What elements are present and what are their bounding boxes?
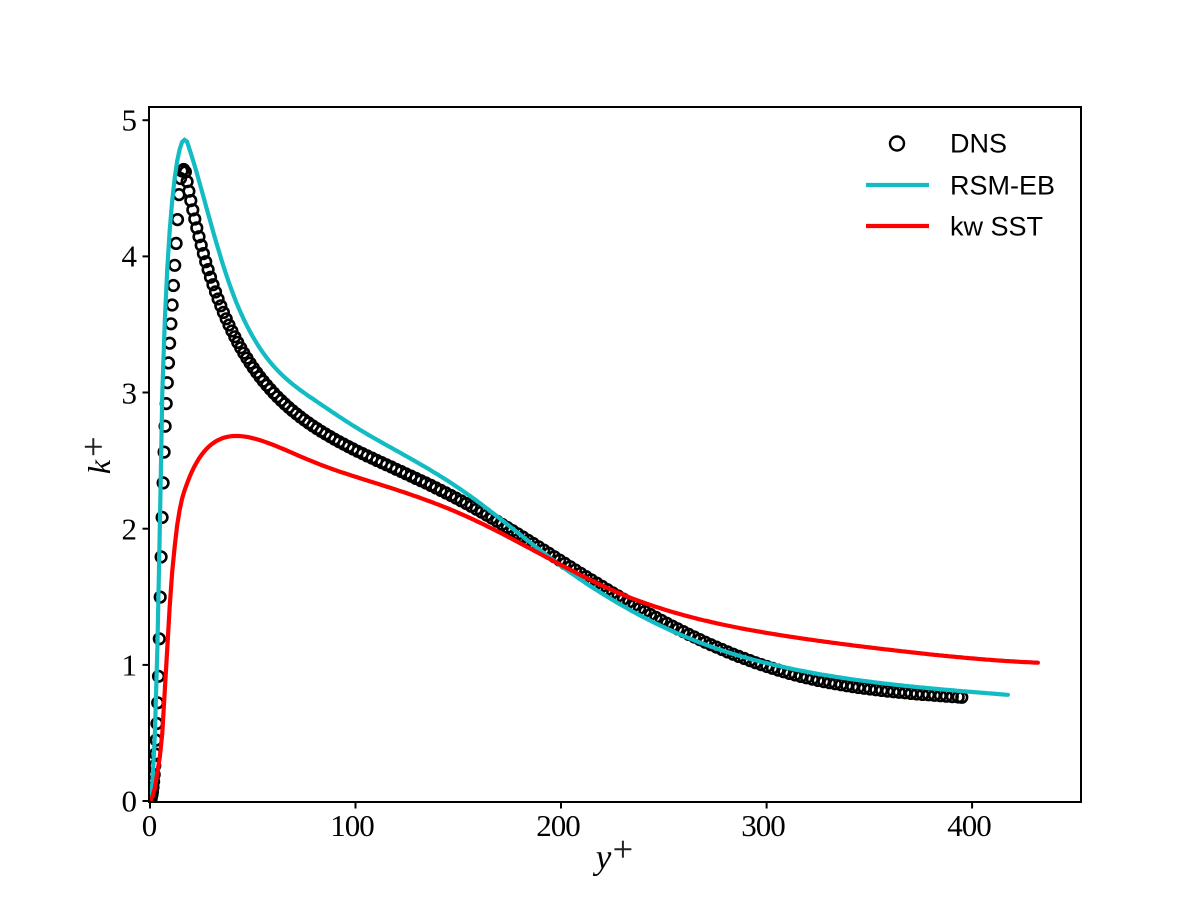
svg-text:y: y	[593, 838, 612, 877]
svg-text:k: k	[81, 459, 117, 474]
